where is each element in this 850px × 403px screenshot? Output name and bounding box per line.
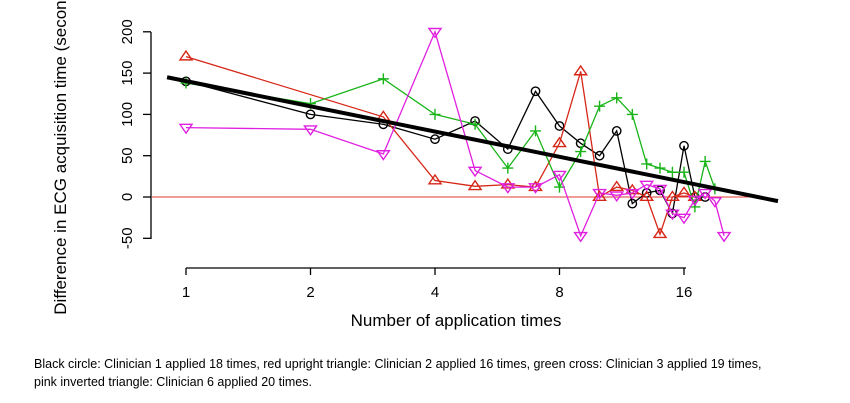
data-point-triangle-down xyxy=(624,188,640,200)
x-tick-label: 8 xyxy=(555,284,563,301)
data-point-triangle-up xyxy=(178,49,194,61)
y-tick-label: 100 xyxy=(119,102,136,127)
data-point-cross xyxy=(594,100,606,112)
data-point-triangle-down xyxy=(639,180,655,192)
data-point-cross xyxy=(626,108,638,120)
data-point-triangle-down xyxy=(609,191,625,203)
data-point-cross xyxy=(641,158,653,170)
data-point-triangle-up xyxy=(652,227,668,239)
data-point-triangle-down xyxy=(652,184,668,196)
data-point-triangle-up xyxy=(639,190,655,202)
data-point-circle xyxy=(554,121,565,131)
data-point-triangle-down xyxy=(665,209,680,221)
data-point-triangle-up xyxy=(573,64,589,76)
data-point-triangle-down xyxy=(676,213,692,225)
trend-line xyxy=(166,75,779,204)
x-tick-label: 16 xyxy=(676,284,693,301)
data-point-circle xyxy=(611,126,622,136)
data-point-cross xyxy=(699,155,711,167)
data-point-circle xyxy=(594,150,605,161)
data-point-triangle-down xyxy=(528,183,543,194)
data-point-triangle-down xyxy=(552,170,567,182)
y-tick-label: -50 xyxy=(119,227,136,249)
data-point-cross xyxy=(429,108,441,120)
series-triangle-down xyxy=(178,27,732,243)
series-cross xyxy=(180,73,721,213)
data-point-cross xyxy=(678,166,690,178)
axis-ticks: 1 2 4 8 16 -50 0 50 100 150 200 xyxy=(119,19,692,301)
data-point-triangle-down xyxy=(697,188,713,200)
data-point-cross xyxy=(502,162,514,174)
caption-line-2: pink inverted triangle: Clinician 6 appl… xyxy=(34,375,312,389)
data-point-triangle-down xyxy=(375,150,391,161)
x-axis-title: Number of application times xyxy=(351,311,562,330)
x-tick-label: 2 xyxy=(306,284,314,301)
ecg-difference-chart: 1 2 4 8 16 -50 0 50 100 150 200 Number of applicat… xyxy=(51,0,779,330)
caption-line-1: Black circle: Clinician 1 applied 18 tim… xyxy=(34,357,762,371)
y-tick-label: 50 xyxy=(119,147,136,164)
data-point-circle xyxy=(430,134,440,145)
series-line xyxy=(185,55,696,237)
data-point-cross xyxy=(611,92,623,104)
data-point-triangle-down xyxy=(707,197,723,208)
data-point-triangle-up xyxy=(676,186,692,197)
data-point-cross xyxy=(469,118,481,130)
y-axis-title: Difference in ECG acquisition time (seco… xyxy=(51,0,70,315)
data-point-cross xyxy=(654,162,666,174)
x-tick-label: 4 xyxy=(431,284,439,301)
y-tick-label: 0 xyxy=(119,193,136,201)
data-point-triangle-up xyxy=(592,190,607,202)
data-point-cross xyxy=(530,125,542,137)
data-point-circle xyxy=(530,86,541,97)
series-group xyxy=(178,27,732,243)
data-point-cross xyxy=(377,73,389,85)
data-point-cross xyxy=(666,166,678,178)
data-point-circle xyxy=(679,140,689,151)
data-point-triangle-down xyxy=(592,188,607,200)
data-point-triangle-up xyxy=(467,179,483,191)
y-tick-label: 200 xyxy=(119,19,136,44)
data-point-triangle-up xyxy=(609,180,625,192)
data-point-circle xyxy=(305,109,316,120)
series-line xyxy=(185,80,706,216)
series-triangle-up xyxy=(178,49,703,239)
data-point-triangle-up xyxy=(552,136,567,148)
data-point-triangle-down xyxy=(467,166,483,178)
data-point-triangle-down xyxy=(427,27,443,39)
data-point-cross xyxy=(689,201,701,213)
data-point-triangle-up xyxy=(665,190,680,202)
data-point-triangle-down xyxy=(303,125,318,137)
data-point-triangle-down xyxy=(716,231,732,243)
data-point-triangle-down xyxy=(500,183,516,194)
y-tick-label: 150 xyxy=(119,61,136,86)
data-point-triangle-up xyxy=(427,173,443,185)
figure-caption: Black circle: Clinician 1 applied 18 tim… xyxy=(34,355,834,391)
x-tick-label: 1 xyxy=(182,284,190,301)
data-point-cross xyxy=(575,146,587,158)
data-point-triangle-down xyxy=(687,195,703,207)
data-point-triangle-down xyxy=(178,123,194,135)
data-point-triangle-down xyxy=(573,231,589,243)
